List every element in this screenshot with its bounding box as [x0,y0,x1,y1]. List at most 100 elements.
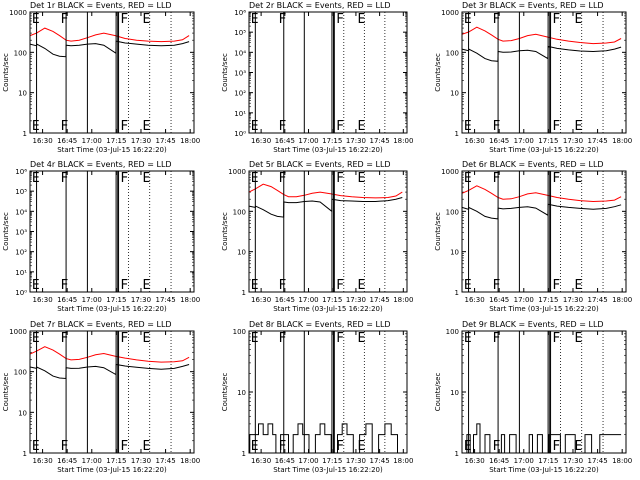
event-marker-top: F [552,331,560,346]
event-marker-bottom: E [251,278,259,293]
x-tick-label: 16:45 [57,137,77,145]
y-tick-label: 100 [446,49,459,57]
panel-4: Det 4r BLACK = Events, RED = LLD 10⁰ 10¹ 10… [2,160,200,313]
event-marker-bottom: F [336,278,344,293]
event-marker-bottom: F [552,439,560,454]
event-marker-bottom: E [32,278,40,293]
y-tick-label: 10¹ [15,269,27,277]
x-axis-label: Start Time (03-Jul-15 16:22:20) [57,466,167,474]
x-tick-label: 16:45 [489,457,509,465]
x-axis-label: Start Time (03-Jul-15 16:22:20) [273,305,383,313]
x-tick-label: 18:00 [612,296,632,304]
x-tick-label: 16:45 [489,137,509,145]
plot-frame [29,170,195,293]
y-tick-label: 1 [23,130,27,138]
x-tick-label: 17:00 [298,296,318,304]
event-marker-top: E [32,171,40,186]
x-tick-label: 17:30 [563,296,583,304]
event-marker-bottom: F [61,119,69,134]
event-marker-bottom: E [32,119,40,134]
x-tick-label: 17:30 [131,137,151,145]
panel-title: Det 8r BLACK = Events, RED = LLD [249,320,391,329]
y-tick-label: 10 [18,90,27,98]
x-tick-label: 17:15 [538,457,558,465]
x-tick-label: 17:15 [322,296,342,304]
series-events [29,40,190,58]
x-tick-label: 17:00 [298,457,318,465]
y-tick-label: 10 [450,249,459,257]
x-tick-label: 18:00 [180,137,200,145]
event-marker-top: E [357,12,365,27]
x-tick-label: 18:00 [180,457,200,465]
event-marker-bottom: E [464,119,472,134]
event-marker-top: F [120,12,128,27]
event-marker-bottom: F [278,278,286,293]
event-marker-bottom: F [336,119,344,134]
x-tick-label: 17:45 [155,296,175,304]
y-tick-label: 1 [242,289,246,297]
event-marker-top: E [143,331,151,346]
y-axis-label: Counts/sec [2,53,10,92]
y-tick-label: 100 [233,328,246,336]
event-marker-bottom: F [493,439,501,454]
x-tick-label: 16:30 [251,457,271,465]
series-events [249,423,404,454]
x-tick-label: 17:00 [514,296,534,304]
event-marker-bottom: E [143,278,151,293]
plot-frame [461,330,627,454]
panel-title: Det 3r BLACK = Events, RED = LLD [462,1,604,10]
event-marker-bottom: F [493,119,501,134]
y-axis-label: Counts/sec [221,373,229,412]
event-marker-top: E [357,171,365,186]
event-marker-top: E [464,12,472,27]
y-tick-label: 1000 [441,9,459,17]
event-marker-top: E [143,12,151,27]
y-axis-label: Counts/sec [2,373,10,412]
y-tick-label: 10⁵ [15,188,27,196]
event-marker-top: F [61,331,69,346]
x-tick-label: 17:30 [131,457,151,465]
event-marker-top: F [493,171,501,186]
plot-frame [29,11,195,134]
event-marker-top: E [251,171,259,186]
x-tick-label: 16:45 [489,296,509,304]
x-tick-label: 17:45 [370,457,390,465]
y-tick-label: 10 [237,389,246,397]
y-tick-label: 1 [23,450,27,458]
event-marker-bottom: F [120,439,128,454]
event-marker-top: E [143,171,151,186]
y-tick-label: 10² [15,249,27,257]
event-marker-bottom: E [357,119,365,134]
x-tick-label: 18:00 [393,137,413,145]
y-axis-label: Counts/sec [434,373,442,412]
event-marker-top: E [575,12,583,27]
event-marker-bottom: F [120,119,128,134]
event-marker-top: F [278,12,286,27]
y-axis-label: Counts/sec [434,212,442,251]
event-marker-top: E [575,331,583,346]
event-marker-top: E [32,331,40,346]
x-tick-label: 18:00 [612,457,632,465]
y-axis-label: Counts/sec [434,53,442,92]
event-marker-top: E [357,331,365,346]
panel-1: Det 1r BLACK = Events, RED = LLD 1 10 100 10… [2,1,200,154]
panel-title: Det 9r BLACK = Events, RED = LLD [462,320,604,329]
event-marker-top: F [336,171,344,186]
x-tick-label: 17:45 [370,296,390,304]
y-tick-label: 10¹ [234,110,246,118]
y-tick-label: 10⁵ [234,29,246,37]
series-events [461,45,622,62]
event-marker-bottom: E [251,439,259,454]
x-tick-label: 17:45 [587,137,607,145]
x-tick-label: 17:00 [82,296,102,304]
y-tick-label: 100 [446,208,459,216]
y-tick-label: 1000 [441,168,459,176]
y-tick-label: 10⁴ [234,49,246,57]
panel-title: Det 5r BLACK = Events, RED = LLD [249,160,391,169]
event-marker-top: E [32,12,40,27]
plot-frame [461,170,627,293]
y-tick-label: 1 [455,289,459,297]
x-tick-label: 17:00 [82,457,102,465]
event-marker-bottom: F [61,278,69,293]
